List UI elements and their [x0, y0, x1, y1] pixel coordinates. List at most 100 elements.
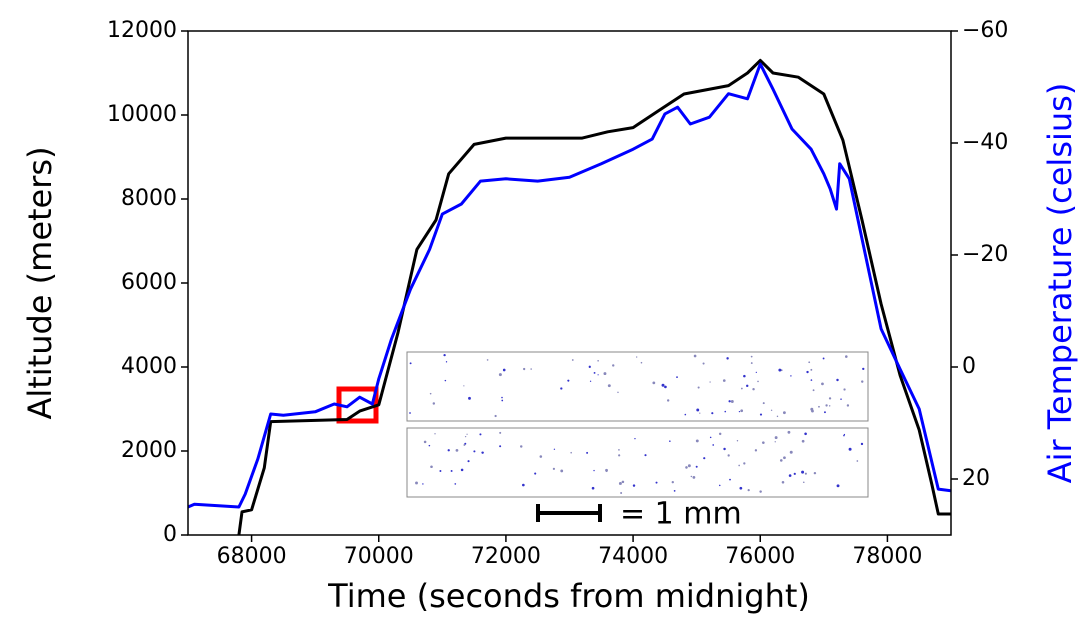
inset-dot — [447, 449, 450, 452]
inset-panel — [406, 427, 869, 498]
inset-dot — [635, 356, 638, 358]
inset-dot — [740, 387, 743, 390]
inset-dot — [443, 353, 446, 357]
inset-dot — [539, 455, 543, 458]
series-line — [237, 58, 951, 535]
inset-dot — [432, 402, 436, 405]
inset-dot — [530, 368, 532, 370]
x-tick-label: 76000 — [725, 544, 795, 569]
inset-dot — [695, 439, 699, 443]
inset-dot — [723, 447, 726, 451]
inset-dot — [588, 365, 591, 368]
inset-dot — [466, 433, 468, 435]
inset-dot — [693, 354, 697, 358]
inset-dot — [593, 469, 595, 472]
x-tick-label: 72000 — [471, 544, 541, 569]
inset-dot — [423, 440, 427, 444]
inset-dot — [502, 368, 506, 372]
inset-dot — [746, 384, 749, 388]
y2-tick-label: −40 — [962, 130, 1008, 155]
inset-dot — [618, 481, 622, 485]
inset-dot — [778, 368, 782, 372]
inset-dot — [755, 371, 757, 373]
inset-dot — [801, 439, 805, 443]
inset-dot — [812, 389, 815, 392]
inset-dot — [750, 355, 753, 358]
inset-dot — [591, 486, 595, 490]
inset-dot — [825, 404, 828, 407]
inset-dot — [429, 392, 432, 395]
inset-dot — [597, 359, 599, 362]
inset-dots — [409, 353, 865, 495]
inset-dot — [759, 413, 763, 416]
inset-dot — [499, 431, 502, 434]
inset-dot — [695, 465, 698, 468]
inset-dot — [690, 475, 693, 478]
inset-dot — [754, 449, 758, 452]
inset-dot — [726, 357, 729, 360]
inset-dot — [409, 362, 412, 365]
inset-dot — [718, 484, 721, 487]
inset-dot — [783, 456, 786, 460]
inset-dot — [843, 434, 845, 437]
inset-dot — [479, 433, 482, 436]
inset-dot — [697, 386, 700, 389]
inset-dot — [824, 411, 826, 414]
inset-dot — [673, 490, 676, 492]
y2-tick-label: 0 — [962, 354, 976, 379]
x-tick-label: 74000 — [598, 544, 668, 569]
inset-dot — [738, 410, 741, 413]
inset-dot — [523, 367, 526, 371]
inset-dot — [481, 451, 484, 454]
y-tick-label: 2000 — [121, 438, 177, 463]
inset-dot — [699, 412, 701, 414]
x-axis-label: Time (seconds from midnight) — [327, 577, 810, 615]
inset-dot — [428, 444, 431, 447]
y-tick-label: 10000 — [107, 102, 177, 127]
inset-dot — [810, 407, 814, 411]
inset-dot — [762, 402, 765, 405]
inset-dot — [444, 379, 447, 382]
inset-dot — [676, 376, 678, 378]
x-tick-label: 68000 — [217, 544, 287, 569]
inset-dot — [473, 450, 476, 453]
inset-dot — [828, 397, 832, 400]
inset-dot — [553, 448, 556, 450]
inset-dot — [501, 399, 504, 402]
inset-dot — [422, 483, 424, 485]
inset-dot — [808, 361, 811, 364]
inset-dot — [774, 436, 778, 440]
inset-dot — [740, 409, 744, 413]
inset-dot — [788, 474, 792, 477]
inset-dot — [454, 483, 457, 485]
inset-dot — [776, 415, 779, 418]
inset-dot — [722, 379, 726, 382]
inset-dot — [759, 490, 762, 493]
inset-dot — [779, 459, 783, 462]
inset-dot — [793, 472, 796, 475]
inset-dot — [702, 362, 705, 365]
inset-dot — [828, 405, 831, 407]
y2-tick-label: −20 — [962, 242, 1008, 267]
inset-dot — [597, 374, 599, 376]
inset-dot — [617, 391, 619, 394]
inset-dot — [782, 411, 786, 415]
inset-dot — [460, 468, 464, 472]
inset-dot — [846, 404, 850, 407]
inset-dot — [736, 440, 739, 442]
inset-dot — [501, 396, 503, 399]
inset-dot — [605, 468, 608, 472]
inset-dot — [467, 460, 470, 463]
inset-dot — [843, 388, 846, 391]
inset-dot — [640, 361, 643, 364]
inset-dot — [644, 454, 647, 457]
inset-dot — [499, 445, 502, 448]
inset-dot — [571, 359, 574, 361]
inset-dot — [522, 483, 525, 487]
inset-dot — [860, 442, 864, 446]
scale-bar — [536, 504, 602, 522]
inset-dot — [463, 385, 465, 387]
inset-dot — [409, 412, 411, 414]
inset-dot — [861, 380, 864, 383]
inset-dot — [712, 444, 715, 446]
